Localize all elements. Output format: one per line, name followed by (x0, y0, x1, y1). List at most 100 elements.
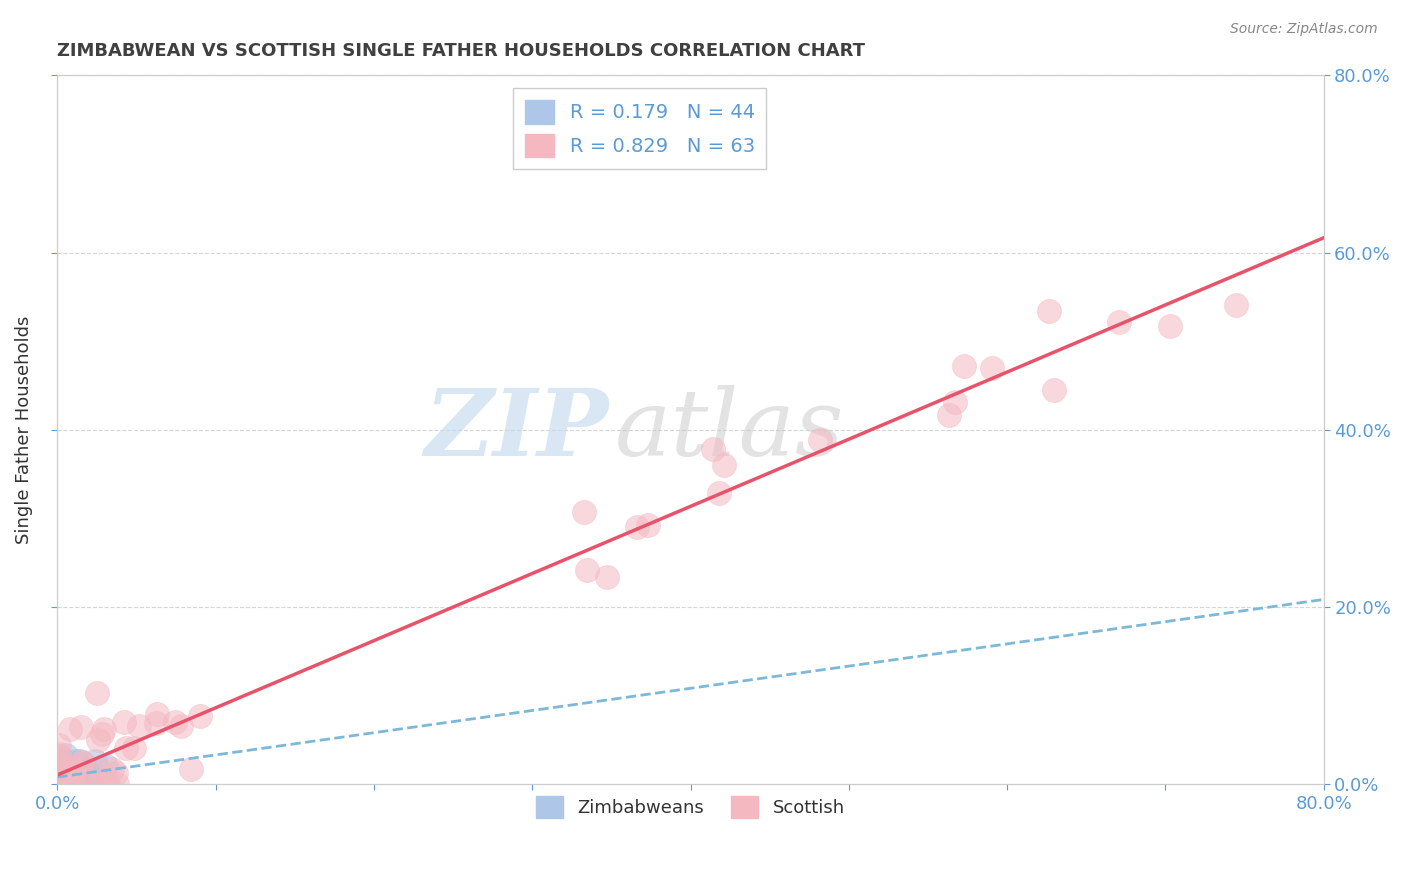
Point (49, 776, 72, 790)
Point (59, 764, 82, 778)
Text: ZIP: ZIP (425, 384, 609, 475)
Point (83, 776, 105, 790)
Point (60, 776, 83, 790)
Point (637, 518, 659, 533)
Point (75, 773, 97, 788)
Point (943, 395, 966, 409)
Point (63, 776, 86, 790)
Point (169, 719, 191, 733)
Point (49, 775, 72, 789)
Point (572, 505, 595, 519)
Point (84, 754, 107, 768)
Point (52, 756, 75, 770)
Point (165, 714, 187, 729)
Point (65, 776, 87, 790)
Point (145, 707, 167, 722)
Point (576, 563, 599, 577)
Text: ZIMBABWEAN VS SCOTTISH SINGLE FATHER HOUSEHOLDS CORRELATION CHART: ZIMBABWEAN VS SCOTTISH SINGLE FATHER HOU… (58, 42, 865, 60)
Point (63, 776, 86, 790)
Point (1225, 298, 1247, 312)
Point (48, 755, 70, 769)
Point (87, 733, 110, 747)
Point (713, 458, 735, 472)
Point (702, 442, 724, 456)
Point (58, 772, 80, 786)
Point (52, 751, 75, 765)
Point (52, 763, 75, 777)
Point (51, 764, 73, 779)
Point (188, 709, 211, 723)
Text: atlas: atlas (614, 384, 844, 475)
Point (49, 776, 72, 790)
Point (63, 764, 86, 778)
Point (65, 773, 87, 788)
Point (80, 776, 103, 790)
Point (124, 741, 146, 756)
Point (76, 769, 98, 783)
Point (58, 776, 80, 790)
Point (596, 569, 619, 583)
Point (46, 776, 69, 790)
Point (70, 721, 93, 735)
Point (72, 756, 94, 771)
Point (55, 776, 77, 790)
Point (62, 776, 84, 790)
Point (1159, 318, 1181, 333)
Point (53, 776, 76, 790)
Point (48, 738, 70, 752)
Point (145, 715, 167, 730)
Point (105, 776, 128, 790)
Point (59, 722, 82, 736)
Point (86, 686, 108, 700)
Point (60, 768, 83, 782)
Point (810, 434, 832, 448)
Point (96, 774, 118, 789)
Point (69, 754, 91, 768)
Point (938, 408, 960, 422)
Point (76, 765, 98, 780)
Point (58, 772, 80, 787)
Point (115, 741, 138, 756)
Point (55, 774, 77, 789)
Point (953, 359, 976, 374)
Point (980, 360, 1002, 375)
Point (56, 776, 79, 790)
Point (51, 774, 73, 789)
Point (66, 775, 89, 789)
Point (52, 771, 75, 785)
Point (180, 762, 202, 776)
Point (49, 773, 72, 788)
Point (100, 762, 122, 776)
Point (105, 765, 128, 780)
Point (56, 767, 79, 781)
Point (46, 767, 69, 781)
Point (112, 715, 135, 730)
Point (52, 776, 75, 790)
Point (1038, 304, 1060, 318)
Point (70, 756, 93, 770)
Point (626, 520, 648, 534)
Point (53, 763, 76, 777)
Point (48, 760, 70, 774)
Point (93, 722, 115, 736)
Point (46, 754, 69, 768)
Point (53, 773, 76, 788)
Point (48, 748, 70, 763)
Point (51, 771, 73, 785)
Point (128, 718, 150, 732)
Text: Source: ZipAtlas.com: Source: ZipAtlas.com (1230, 22, 1378, 37)
Legend: Zimbabweans, Scottish: Zimbabweans, Scottish (529, 789, 852, 825)
Point (56, 769, 79, 783)
Y-axis label: Single Father Households: Single Father Households (15, 316, 32, 544)
Point (707, 486, 730, 500)
Point (94, 759, 117, 773)
Point (65, 754, 87, 768)
Point (48, 747, 70, 761)
Point (49, 776, 72, 790)
Point (1042, 384, 1064, 398)
Point (89, 764, 111, 779)
Point (48, 776, 70, 790)
Point (46, 770, 69, 784)
Point (51, 768, 73, 782)
Point (62, 772, 84, 787)
